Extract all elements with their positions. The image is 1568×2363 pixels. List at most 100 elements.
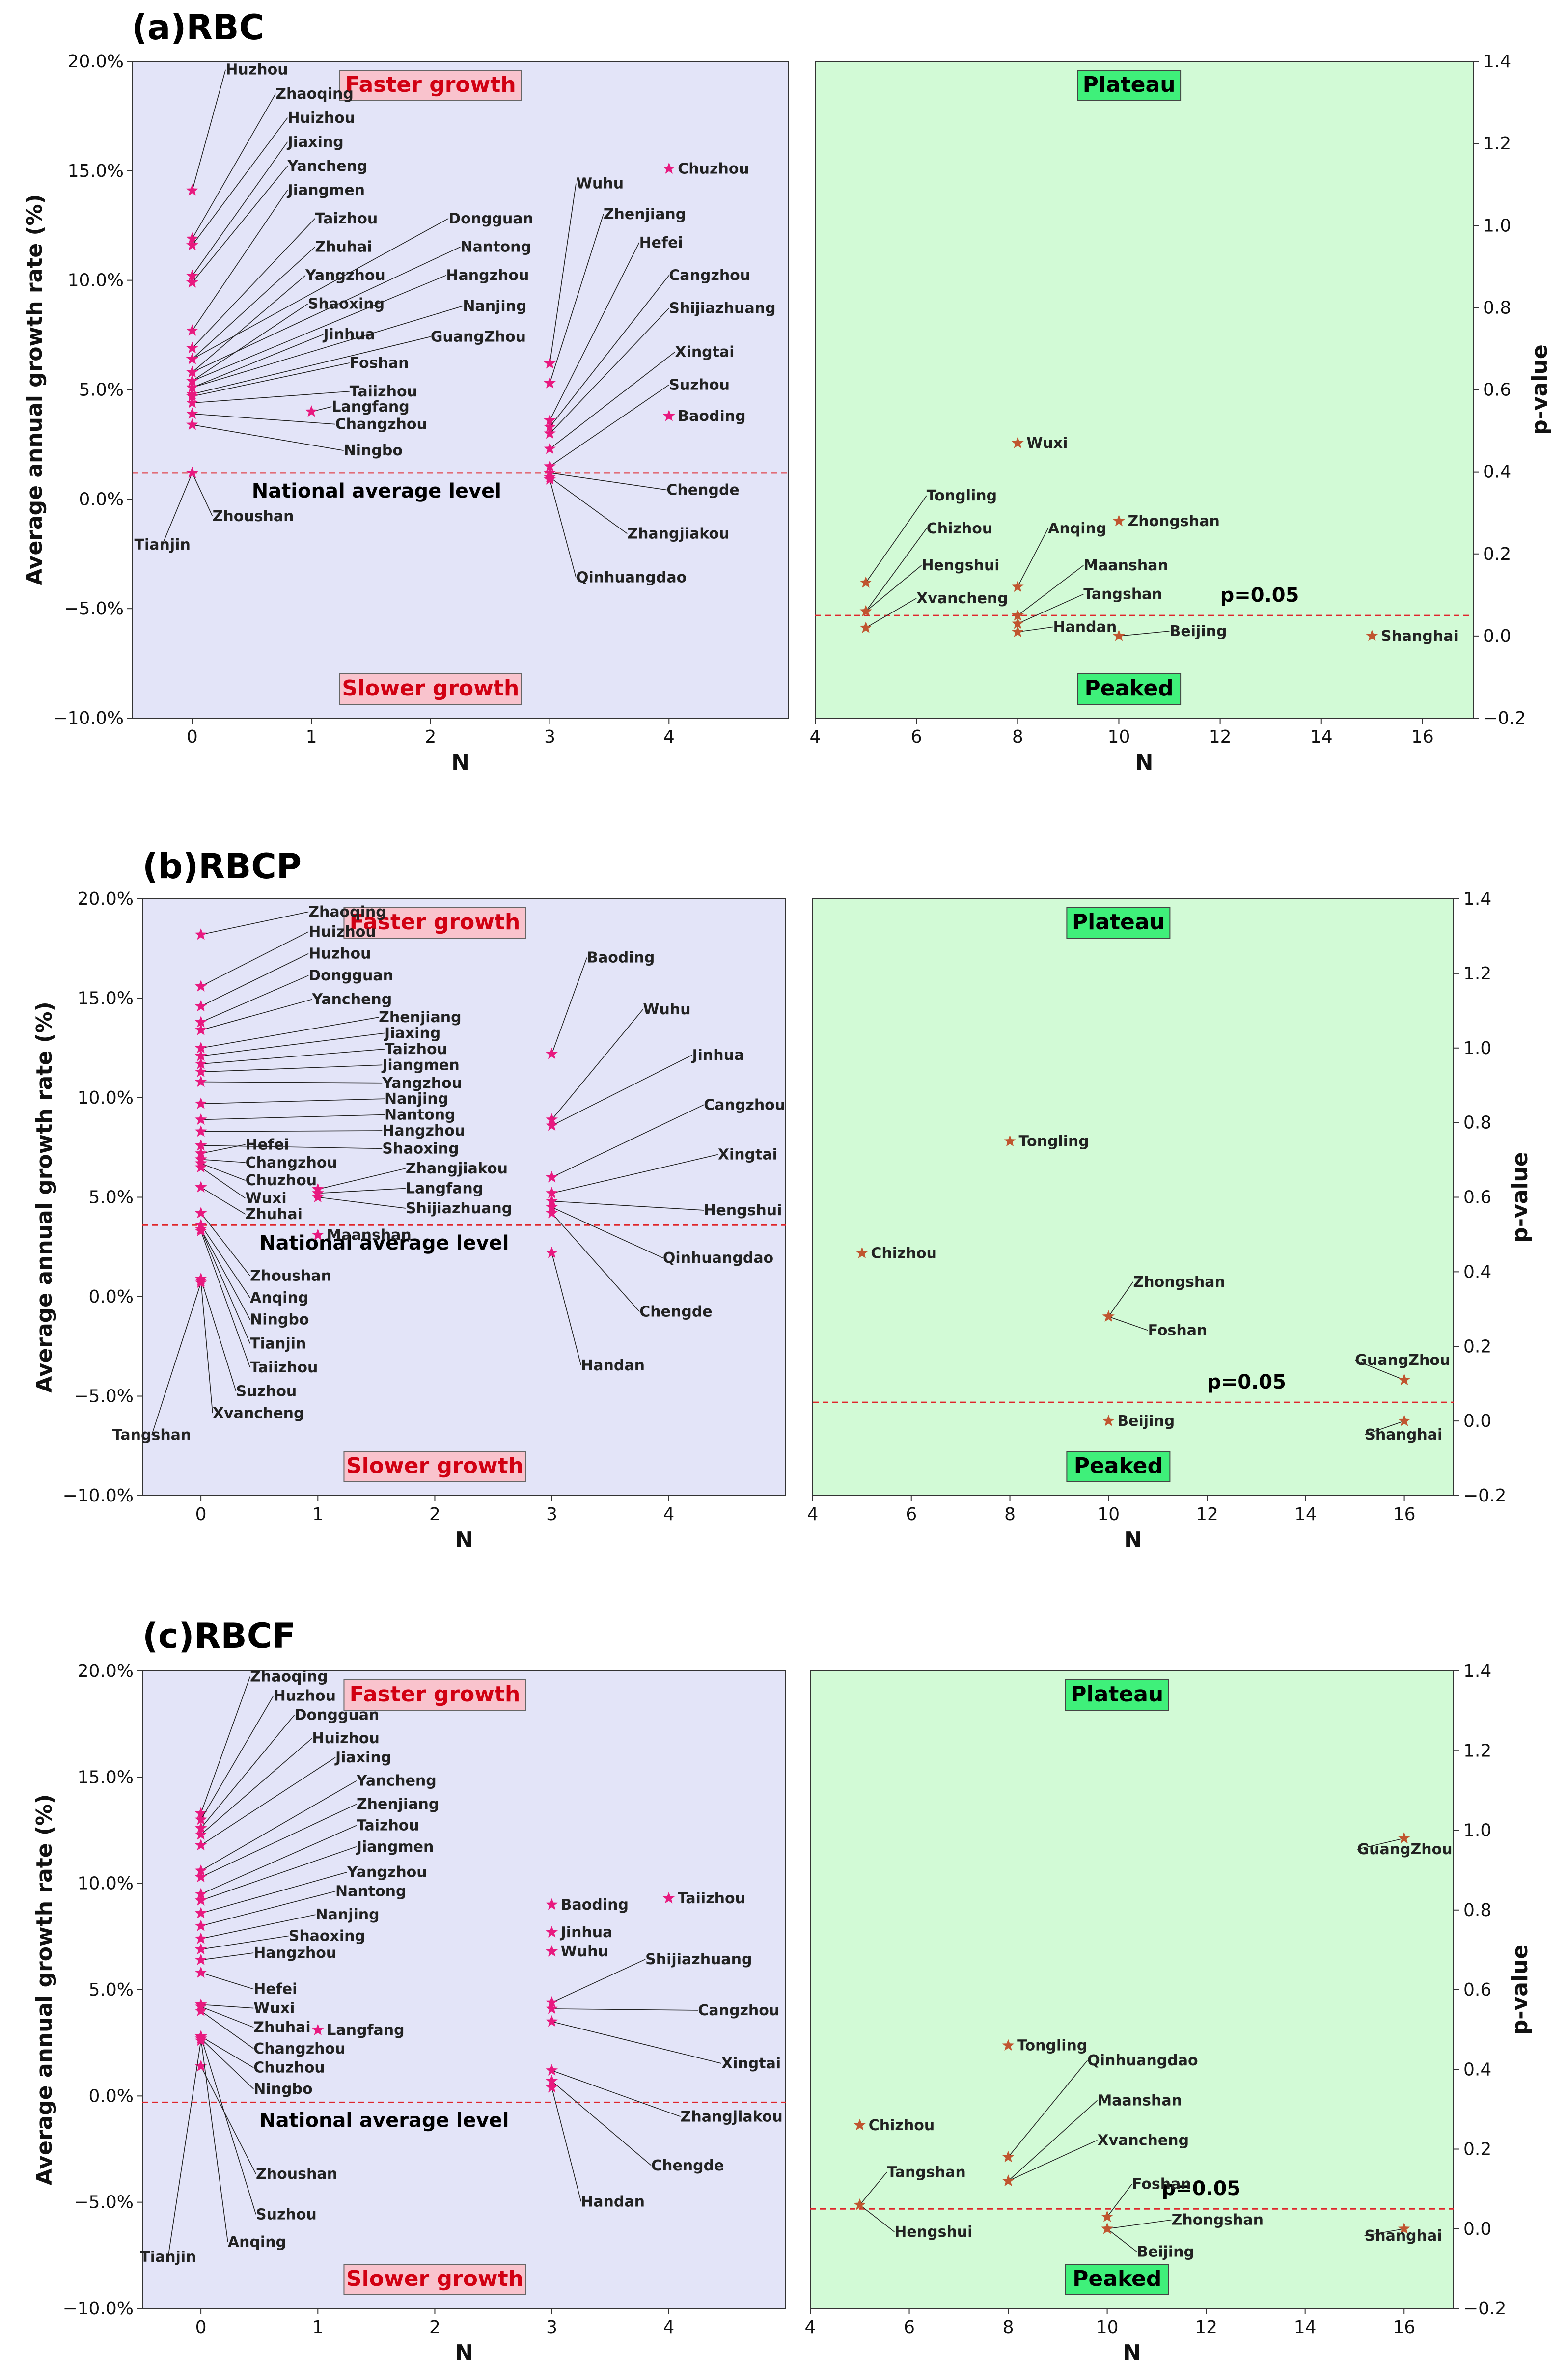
point-label: Chuzhou xyxy=(678,160,749,177)
y-tick-label: 0.8 xyxy=(1463,1113,1491,1133)
point-label: Hefei xyxy=(253,1981,297,1998)
point-label: Baoding xyxy=(678,408,745,425)
x-tick-label: 10 xyxy=(1096,2317,1119,2337)
leader-line xyxy=(192,218,315,349)
y-tick-label: 1.4 xyxy=(1463,1661,1491,1681)
point-marker xyxy=(194,1206,207,1219)
point-label: Changzhou xyxy=(246,1154,337,1171)
x-tick-label: 2 xyxy=(429,1504,440,1525)
point-marker xyxy=(194,1953,207,1965)
point-marker xyxy=(311,1191,324,1202)
point-label: Suzhou xyxy=(236,1383,297,1400)
point-marker xyxy=(546,1898,558,1910)
leader-line xyxy=(551,1959,646,2003)
point-label: Zhaoqing xyxy=(308,903,386,920)
leader-line xyxy=(551,1104,704,1178)
leader-line xyxy=(551,2021,722,2064)
leader-line xyxy=(200,1280,213,1414)
point-label: GuangZhou xyxy=(1355,1352,1450,1369)
point-label: Qinhuangdao xyxy=(663,1250,773,1267)
x-axis-label: N xyxy=(1124,1528,1142,1553)
point-label: Baoding xyxy=(587,949,655,967)
point-label: Nantong xyxy=(385,1107,456,1124)
plateau-label: Plateau xyxy=(1071,1682,1163,1707)
point-label: Wuxi xyxy=(246,1190,287,1207)
point-label: Jiangmen xyxy=(381,1056,460,1074)
point-marker xyxy=(194,928,207,940)
point-marker xyxy=(194,1024,207,1035)
point-label: Zhongshan xyxy=(1133,1274,1225,1291)
y-tick-label: 0.8 xyxy=(1483,298,1511,318)
leader-line xyxy=(201,1098,385,1104)
slower-growth-box xyxy=(343,1451,526,1482)
point-marker xyxy=(311,1228,324,1240)
point-label: Cangzhou xyxy=(698,2002,779,2019)
point-marker xyxy=(186,466,198,478)
leader-line xyxy=(551,2081,652,2166)
y-tick-label: 0.8 xyxy=(1463,1900,1491,1920)
point-label: Zhuhai xyxy=(315,239,372,256)
slower-growth-box xyxy=(343,2264,526,2295)
point-marker xyxy=(546,1195,558,1207)
leader-line xyxy=(551,1200,704,1211)
point-marker xyxy=(194,1888,207,1899)
point-label: Shanghai xyxy=(1365,1426,1442,1444)
x-tick-label: 6 xyxy=(904,2317,915,2337)
x-tick-label: 8 xyxy=(1004,1504,1016,1525)
x-tick-label: 6 xyxy=(906,1504,917,1525)
leader-line xyxy=(192,362,350,397)
point-label: Zhaoqing xyxy=(275,85,354,103)
point-marker xyxy=(1398,1415,1410,1426)
point-marker xyxy=(859,576,872,588)
chart-title: (c)RBCF xyxy=(142,1616,296,1656)
y-tick-label: 0.6 xyxy=(1463,1980,1491,2000)
leader-line xyxy=(192,247,315,360)
leader-line xyxy=(550,352,675,449)
pvalue-panel: −0.2 0.0 0.2 0.4 0.6 0.8 1.0 1.2 1.4 4 6 8 10 12 14 16 N… xyxy=(810,52,1552,775)
point-label: Xvancheng xyxy=(213,1405,304,1422)
leader-line xyxy=(1365,1420,1404,1435)
point-marker xyxy=(1002,2174,1015,2186)
leader-line xyxy=(865,528,927,612)
point-marker xyxy=(546,2002,558,2014)
point-label: Qinhuangdao xyxy=(576,569,687,586)
leader-line xyxy=(200,1163,246,1181)
point-label: Wuxi xyxy=(1026,435,1068,452)
leader-line xyxy=(200,1804,357,1878)
leader-line xyxy=(551,1055,692,1126)
leader-line xyxy=(1108,1281,1134,1317)
leader-line xyxy=(192,218,449,360)
point-label: Tangshan xyxy=(112,1427,192,1444)
point-label: Nanjing xyxy=(316,1906,380,1923)
leader-line xyxy=(192,303,308,382)
point-marker xyxy=(546,1996,558,2008)
point-marker xyxy=(194,1097,207,1109)
point-label: Hangzhou xyxy=(446,267,529,284)
x-tick-label: 3 xyxy=(546,2317,557,2337)
leader-line xyxy=(859,2171,887,2205)
leader-line xyxy=(200,1890,336,1926)
point-marker xyxy=(194,1075,207,1087)
point-marker xyxy=(544,420,556,432)
leader-line xyxy=(200,975,309,1023)
x-tick-label: 14 xyxy=(1310,727,1333,747)
y-tick-label: 1.2 xyxy=(1463,964,1491,984)
x-tick-label: 16 xyxy=(1411,727,1434,747)
point-label: Yangzhou xyxy=(347,1864,427,1881)
point-marker xyxy=(194,1907,207,1918)
leader-line xyxy=(865,565,922,612)
y-tick-label: 0.2 xyxy=(1483,544,1511,564)
leader-line xyxy=(200,1952,254,1961)
point-marker xyxy=(856,1247,868,1258)
point-label: Xvancheng xyxy=(916,590,1008,607)
leader-line xyxy=(200,931,309,987)
point-label: Foshan xyxy=(350,355,409,372)
point-label: Xingtai xyxy=(721,2055,781,2072)
point-label: Zhuhai xyxy=(253,2019,310,2036)
y-tick-label: 5.0% xyxy=(79,380,124,400)
point-label: Chizhou xyxy=(927,520,992,537)
chart-c: (c)RBCF −10.0%−5.0%0.0%5.0%10.0%15.0%20.0… xyxy=(32,1616,1533,2363)
threshold-label: p=0.05 xyxy=(1220,584,1299,607)
point-label: Hangzhou xyxy=(253,1945,336,1962)
growth-panel: −10.0% −5.0% 0.0% 5.0% 10.0% 15.0% 20.0% 0 1 2 3 4 N… xyxy=(32,1661,786,2363)
